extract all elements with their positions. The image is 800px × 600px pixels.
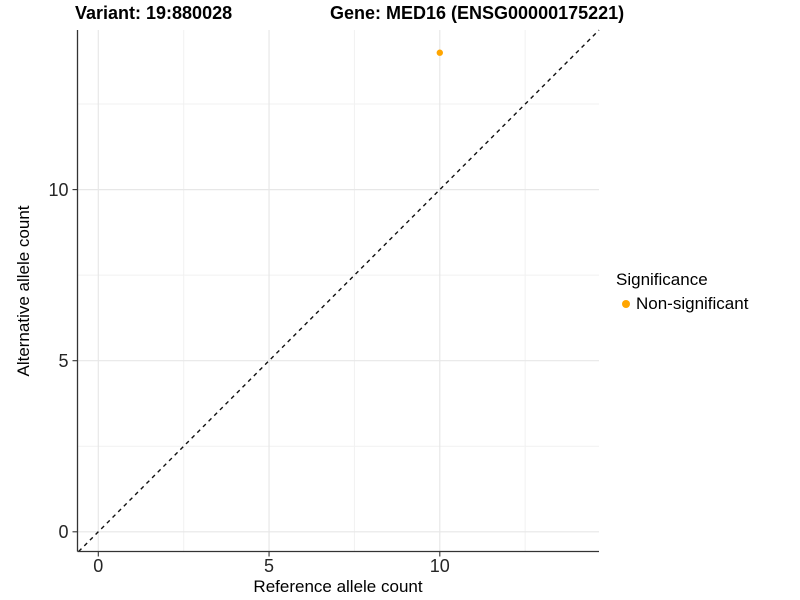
x-tick-label: 5 (264, 556, 274, 576)
y-axis-title: Alternative allele count (14, 205, 33, 377)
legend-item-label: Non-significant (636, 294, 749, 313)
data-point (436, 49, 443, 56)
y-tick-label: 10 (48, 180, 68, 200)
x-tick-label: 0 (93, 556, 103, 576)
gene-title: Gene: MED16 (ENSG00000175221) (330, 3, 625, 23)
x-axis-title: Reference allele count (253, 577, 423, 596)
variant-title: Variant: 19:880028 (75, 3, 233, 23)
legend-title: Significance (616, 270, 708, 289)
y-tick-label: 0 (58, 522, 68, 542)
legend-item: Non-significant (616, 294, 748, 314)
identity-dashed-line (78, 29, 600, 552)
legend: Significance Non-significant (616, 270, 748, 314)
y-tick-label: 5 (58, 351, 68, 371)
legend-point-icon (622, 300, 630, 308)
x-tick-label: 10 (430, 556, 450, 576)
